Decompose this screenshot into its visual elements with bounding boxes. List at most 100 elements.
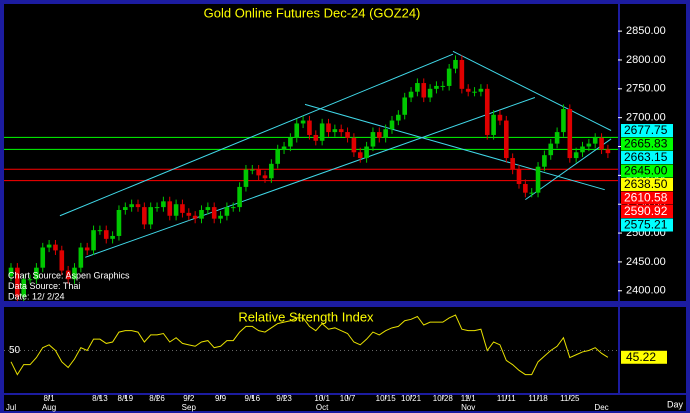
candle-body (97, 230, 103, 232)
candle-body (230, 207, 236, 209)
x-tick-label: 10/7 (340, 394, 356, 403)
candle-body (313, 134, 319, 141)
candle-body (383, 129, 388, 138)
candle-body (573, 152, 579, 159)
candle-body (504, 120, 509, 159)
candle-body (84, 247, 90, 251)
month-label: Sep (182, 403, 197, 412)
trendline (59, 53, 454, 217)
price-box (621, 191, 673, 205)
candle-body (592, 137, 598, 144)
price-box (621, 151, 673, 165)
candle-body (567, 109, 573, 159)
x-tick-label: 9/23 (276, 394, 292, 403)
candle-body (173, 204, 179, 216)
candle-body (599, 137, 604, 150)
candle-body (21, 279, 26, 297)
candle-body (262, 175, 268, 179)
candle-body (510, 158, 515, 170)
price-box-label: 2677.75 (624, 123, 668, 137)
candle-body (408, 91, 414, 98)
candle-body (288, 137, 293, 147)
price-box (621, 218, 673, 232)
x-tick-label: 11/11 (497, 394, 516, 403)
candle-body (523, 184, 528, 193)
trendline (85, 97, 536, 258)
candle-body (586, 143, 592, 147)
month-label: Nov (461, 403, 475, 412)
candle-body (15, 267, 20, 297)
y-tick-label: 2750.00 (626, 83, 666, 95)
annotation: Data Source: Thai (8, 281, 80, 291)
candle-body (161, 201, 166, 208)
candle-body (110, 235, 115, 239)
candle-body (516, 169, 522, 185)
candle-body (46, 244, 52, 248)
annotation: Chart Source: Aspen Graphics (8, 270, 130, 280)
y-tick-label: 2850.00 (626, 25, 666, 37)
candle-body (307, 120, 312, 135)
candle-body (243, 169, 249, 187)
candle-body (472, 91, 477, 93)
candle-body (40, 247, 46, 268)
candle-body (250, 169, 255, 171)
value-box (621, 350, 667, 364)
x-tick-label: 9/2 (183, 394, 195, 403)
x-tick-label: 10/15 (376, 394, 397, 403)
candle-body (8, 267, 14, 277)
price-plot (4, 4, 618, 301)
candle-body (218, 215, 223, 219)
candle-body (211, 207, 217, 219)
candle-body (446, 68, 452, 86)
x-tick-label: 8/19 (118, 394, 134, 403)
candle-body (205, 207, 211, 210)
candle-body (491, 114, 496, 135)
candle-body (605, 149, 611, 154)
candle-body (326, 123, 331, 133)
trendline (452, 50, 612, 131)
candle-body (332, 129, 338, 133)
x-tick-label: 9/9 (215, 394, 227, 403)
x-tick-label: 11/1 (461, 394, 477, 403)
candle-body (192, 215, 198, 219)
rsi-axis (620, 307, 686, 393)
chart-title: Gold Online Futures Dec-24 (GOZ24) (204, 5, 421, 20)
candle-body (459, 59, 465, 89)
candle-body (478, 88, 484, 92)
candle-body (300, 120, 306, 124)
trendline (304, 103, 605, 191)
candle-body (319, 123, 325, 141)
candle-body (561, 109, 566, 133)
candle-body (123, 207, 128, 210)
price-box (621, 205, 673, 219)
price-box (621, 178, 673, 192)
x-tick-label: 9/16 (245, 394, 261, 403)
candle-body (427, 88, 433, 98)
candle-body (59, 250, 65, 271)
candle-body (484, 88, 490, 135)
candle-body (237, 186, 242, 208)
rsi-line (10, 314, 609, 376)
x-tick-label: 11/25 (560, 394, 580, 403)
candle-body (256, 169, 261, 176)
y-tick-label: 50 (9, 345, 21, 356)
candle-body (78, 247, 84, 268)
month-label: Aug (42, 403, 56, 412)
month-label: Oct (316, 403, 329, 412)
candle-body (103, 230, 109, 239)
candle-body (186, 212, 192, 216)
y-tick-label: 2700.00 (626, 112, 666, 124)
rsi-plot (4, 307, 618, 393)
candle-body (351, 137, 357, 153)
y-tick-label: 2800.00 (626, 54, 666, 66)
annotation: Date: 12/ 2/24 (8, 291, 65, 301)
candle-body (34, 267, 39, 280)
x-axis-label: Day (667, 399, 684, 409)
candle-body (72, 267, 77, 280)
candle-body (154, 207, 160, 209)
candle-body (402, 97, 407, 115)
candle-body (199, 209, 204, 219)
candle-body (357, 152, 363, 159)
